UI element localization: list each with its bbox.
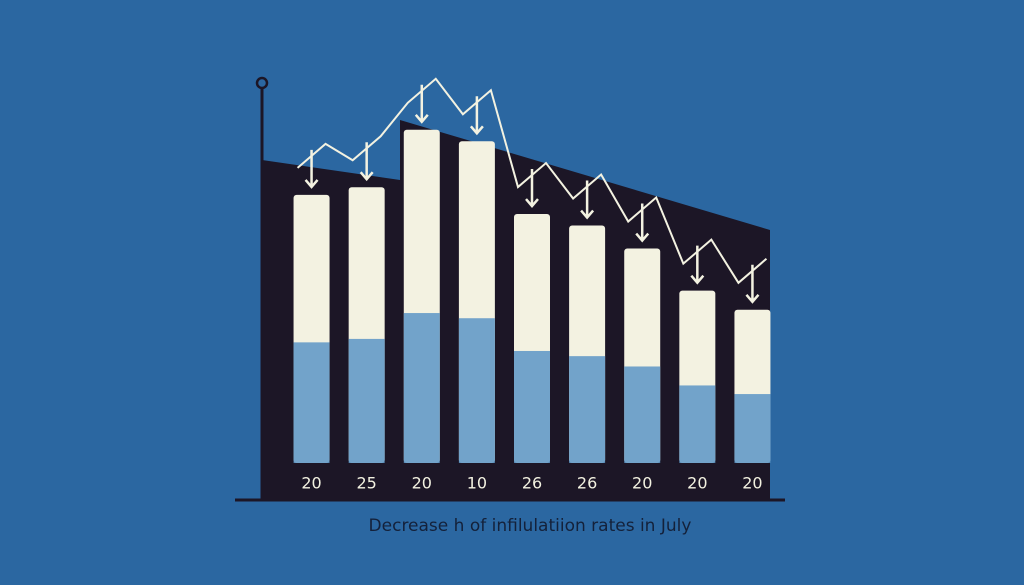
x-tick-label: 26: [577, 474, 597, 493]
bar-shade: [348, 338, 385, 463]
chart-title: Decrease h of infilulatiion rates in Jul…: [369, 516, 692, 536]
bar-shade: [403, 313, 440, 463]
trend-line: [296, 77, 768, 285]
x-tick-label: 20: [742, 474, 762, 493]
bar-shade: [514, 350, 550, 463]
bar-shade: [569, 356, 606, 463]
x-tick-label: 20: [687, 474, 707, 493]
x-tick-label: 20: [412, 474, 432, 493]
bar-shade: [679, 385, 716, 463]
axis-cap: [255, 76, 269, 90]
bar-shade: [458, 318, 495, 463]
x-tick-label: 10: [467, 474, 487, 493]
bar-shade: [734, 394, 771, 463]
x-tick-label: 26: [522, 474, 542, 493]
bar-shade: [624, 366, 661, 463]
x-tick-label: 25: [356, 474, 376, 493]
x-tick-label: 20: [301, 474, 321, 493]
label-band: [262, 465, 770, 500]
bar-shade: [293, 342, 330, 463]
x-tick-label: 20: [632, 474, 652, 493]
